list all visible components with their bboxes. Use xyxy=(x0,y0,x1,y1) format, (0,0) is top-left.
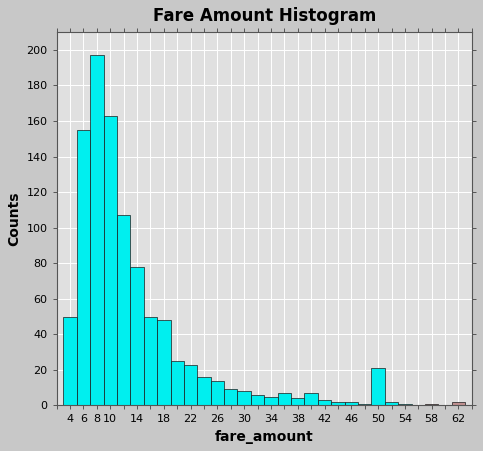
Bar xyxy=(345,402,358,405)
Bar xyxy=(63,317,77,405)
Title: Fare Amount Histogram: Fare Amount Histogram xyxy=(153,7,376,25)
Bar xyxy=(371,368,385,405)
Bar xyxy=(425,404,439,405)
Bar xyxy=(304,393,318,405)
Bar xyxy=(452,402,465,405)
Bar xyxy=(398,404,412,405)
Bar xyxy=(184,364,197,405)
Bar xyxy=(264,396,278,405)
X-axis label: fare_amount: fare_amount xyxy=(215,430,313,444)
Bar xyxy=(130,267,144,405)
Bar xyxy=(90,55,103,405)
Bar xyxy=(238,391,251,405)
Bar xyxy=(385,402,398,405)
Bar xyxy=(278,393,291,405)
Bar xyxy=(77,130,90,405)
Bar xyxy=(251,395,264,405)
Bar xyxy=(197,377,211,405)
Bar xyxy=(224,390,238,405)
Bar xyxy=(103,115,117,405)
Bar xyxy=(117,215,130,405)
Bar xyxy=(211,381,224,405)
Y-axis label: Counts: Counts xyxy=(7,192,21,246)
Bar xyxy=(144,317,157,405)
Bar xyxy=(157,320,170,405)
Bar xyxy=(331,402,345,405)
Bar xyxy=(291,398,304,405)
Bar xyxy=(170,361,184,405)
Bar xyxy=(318,400,331,405)
Bar xyxy=(358,404,371,405)
